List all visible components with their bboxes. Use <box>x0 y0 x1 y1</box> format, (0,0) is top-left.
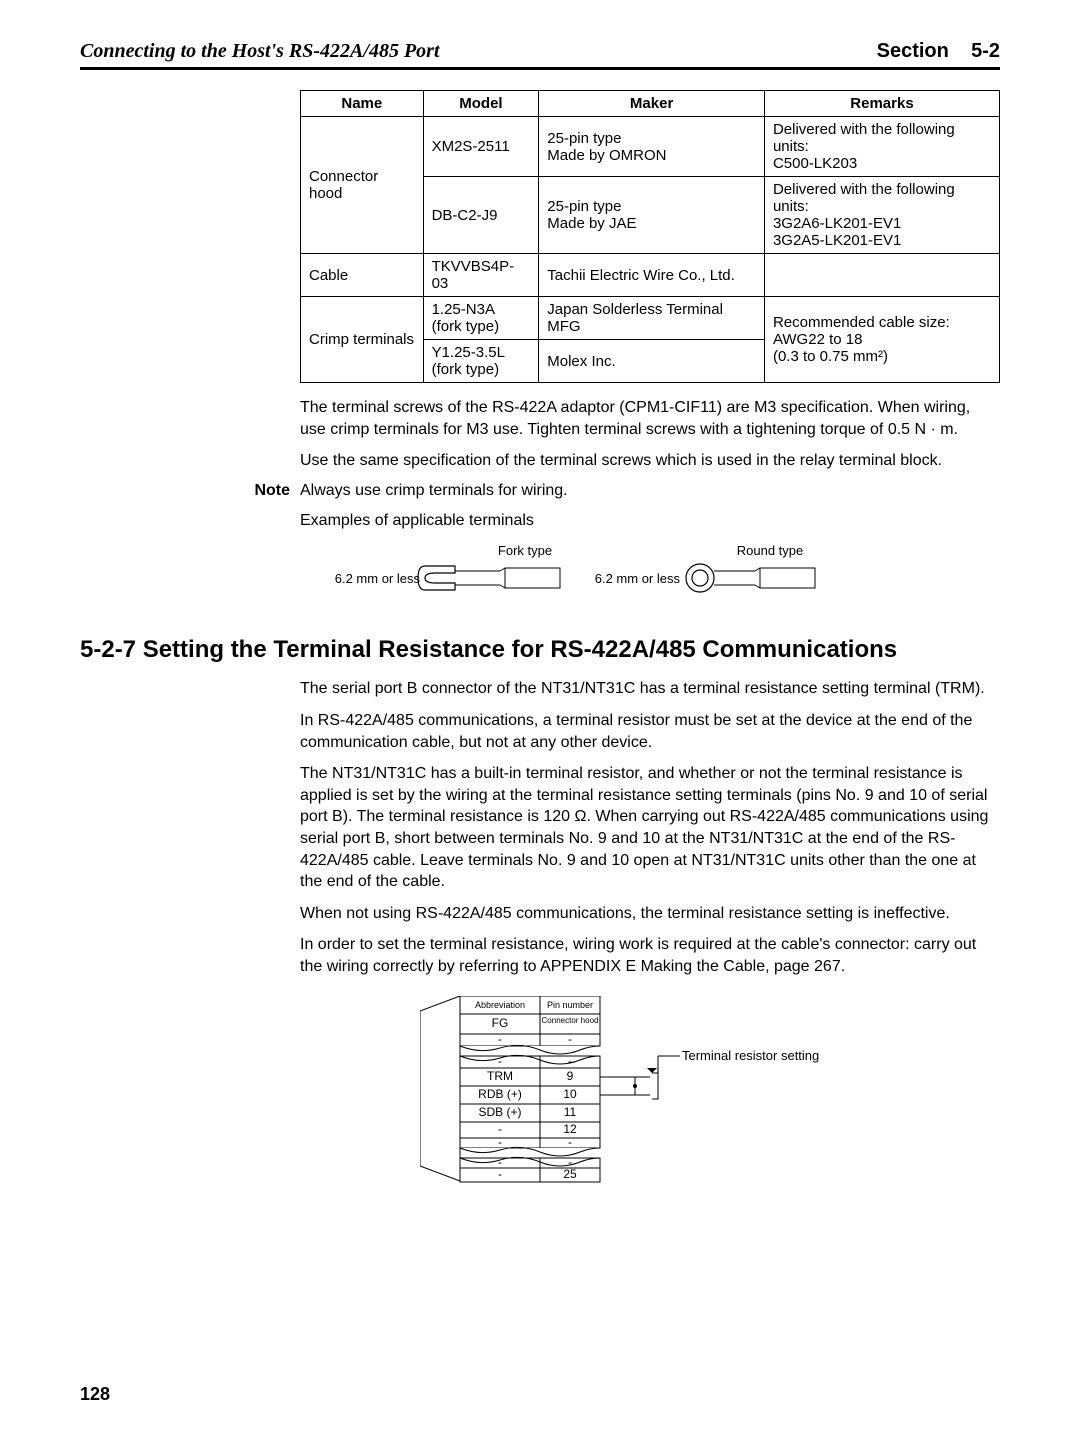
pin-12: 12 <box>563 1122 577 1136</box>
note-block: Note Always use crimp terminals for wiri… <box>80 482 1000 500</box>
section-word: Section <box>877 40 949 62</box>
examples-block: Examples of applicable terminals <box>300 510 1000 532</box>
table-header-row: Name Model Maker Remarks <box>301 91 1000 117</box>
model-line: 1.25-N3A <box>432 301 495 318</box>
pin-dash: - <box>498 1135 502 1149</box>
body-paragraph: Use the same specification of the termin… <box>300 450 1000 472</box>
pin-trm: TRM <box>487 1069 513 1083</box>
cell-maker: Japan Solderless Terminal MFG <box>539 297 765 340</box>
cell-name: Crimp terminals <box>301 297 424 383</box>
pin-dash: - <box>568 1032 572 1046</box>
th-remarks: Remarks <box>764 91 999 117</box>
remarks-line: AWG22 to 18 <box>773 331 863 348</box>
remarks-line: (0.3 to 0.75 mm²) <box>773 348 888 365</box>
body-paragraph: The serial port B connector of the NT31/… <box>300 678 1000 700</box>
cell-name: Cable <box>301 254 424 297</box>
terminals-svg: Fork type 6.2 mm or less Round type 6.2 … <box>300 541 860 611</box>
remarks-line: C500-LK203 <box>773 155 857 172</box>
remarks-line: Delivered with the following units: <box>773 121 955 155</box>
cell-maker: 25-pin type Made by OMRON <box>539 117 765 177</box>
table-row: Cable TKVVBS4P-03 Tachii Electric Wire C… <box>301 254 1000 297</box>
cell-maker: Molex Inc. <box>539 340 765 383</box>
body-paragraph: When not using RS-422A/485 communication… <box>300 903 1000 925</box>
maker-line: 25-pin type <box>547 198 621 215</box>
body-paragraph: In order to set the terminal resistance,… <box>300 934 1000 977</box>
table-block: Name Model Maker Remarks Connector hood … <box>300 90 1000 472</box>
th-name: Name <box>301 91 424 117</box>
cell-model: Y1.25-3.5L (fork type) <box>423 340 539 383</box>
header-title: Connecting to the Host's RS-422A/485 Por… <box>80 40 440 63</box>
size-label: 6.2 mm or less <box>335 571 421 586</box>
pin-dash: - <box>498 1032 502 1046</box>
cell-remarks: Delivered with the following units: C500… <box>764 117 999 177</box>
remarks-line: Recommended cable size: <box>773 314 950 331</box>
pin-dash: - <box>498 1122 502 1136</box>
pin-trm-num: 9 <box>567 1069 574 1083</box>
note-text: Always use crimp terminals for wiring. <box>300 482 1000 500</box>
pin-dash: - <box>498 1054 502 1068</box>
th-maker: Maker <box>539 91 765 117</box>
cell-model: XM2S-2511 <box>423 117 539 177</box>
table-row: Connector hood XM2S-2511 25-pin type Mad… <box>301 117 1000 177</box>
pin-sdb: SDB (+) <box>478 1105 521 1119</box>
body-paragraph: The terminal screws of the RS-422A adapt… <box>300 397 1000 440</box>
cell-name: Connector hood <box>301 117 424 254</box>
pin-header-pin: Pin number <box>547 1000 593 1010</box>
maker-line: 25-pin type <box>547 130 621 147</box>
cell-model: 1.25-N3A (fork type) <box>423 297 539 340</box>
pin-rdb: RDB (+) <box>478 1087 522 1101</box>
body-paragraph: The NT31/NT31C has a built-in terminal r… <box>300 763 1000 893</box>
section-body: The serial port B connector of the NT31/… <box>300 678 1000 977</box>
maker-line: Made by JAE <box>547 215 636 232</box>
page-number: 128 <box>80 1384 110 1405</box>
note-label: Note <box>80 482 300 500</box>
pin-25: 25 <box>563 1167 577 1181</box>
terminals-figure: Fork type 6.2 mm or less Round type 6.2 … <box>300 541 1000 616</box>
cell-model: DB-C2-J9 <box>423 177 539 254</box>
terminal-resistor-label: Terminal resistor setting <box>682 1048 819 1063</box>
round-type-label: Round type <box>737 543 804 558</box>
th-model: Model <box>423 91 539 117</box>
pin-diagram: Abbreviation Pin number FG Connector hoo… <box>420 996 1000 1191</box>
body-paragraph: In RS-422A/485 communications, a termina… <box>300 710 1000 753</box>
cell-maker: 25-pin type Made by JAE <box>539 177 765 254</box>
size-label-2: 6.2 mm or less <box>595 571 681 586</box>
table-row: Crimp terminals 1.25-N3A (fork type) Jap… <box>301 297 1000 340</box>
remarks-line: 3G2A5-LK201-EV1 <box>773 232 901 249</box>
model-line: (fork type) <box>432 361 500 378</box>
pin-header-abbrev: Abbreviation <box>475 1000 525 1010</box>
pin-dash: - <box>498 1167 502 1181</box>
pin-sdb-num: 11 <box>564 1105 577 1119</box>
cell-model: TKVVBS4P-03 <box>423 254 539 297</box>
pin-dash: - <box>568 1054 572 1068</box>
pin-fg-num: Connector hood <box>542 1016 599 1025</box>
model-line: Y1.25-3.5L <box>432 344 505 361</box>
header-section: Section 5-2 <box>877 40 1000 63</box>
section-number: 5-2 <box>971 40 1000 62</box>
cell-remarks: Recommended cable size: AWG22 to 18 (0.3… <box>764 297 999 383</box>
maker-line: Made by OMRON <box>547 147 666 164</box>
remarks-line: Delivered with the following units: <box>773 181 955 215</box>
pin-diagram-svg: Abbreviation Pin number FG Connector hoo… <box>420 996 880 1186</box>
cell-remarks <box>764 254 999 297</box>
fork-type-label: Fork type <box>498 543 552 558</box>
pin-rdb-num: 10 <box>563 1087 577 1101</box>
spec-table: Name Model Maker Remarks Connector hood … <box>300 90 1000 383</box>
section-heading: 5-2-7 Setting the Terminal Resistance fo… <box>80 636 1000 664</box>
cell-maker: Tachii Electric Wire Co., Ltd. <box>539 254 765 297</box>
remarks-line: 3G2A6-LK201-EV1 <box>773 215 901 232</box>
body-paragraph: Examples of applicable terminals <box>300 510 1000 532</box>
model-line: (fork type) <box>432 318 500 335</box>
cell-remarks: Delivered with the following units: 3G2A… <box>764 177 999 254</box>
pin-dash: - <box>568 1135 572 1149</box>
pin-fg: FG <box>492 1016 509 1030</box>
page-header: Connecting to the Host's RS-422A/485 Por… <box>80 40 1000 70</box>
